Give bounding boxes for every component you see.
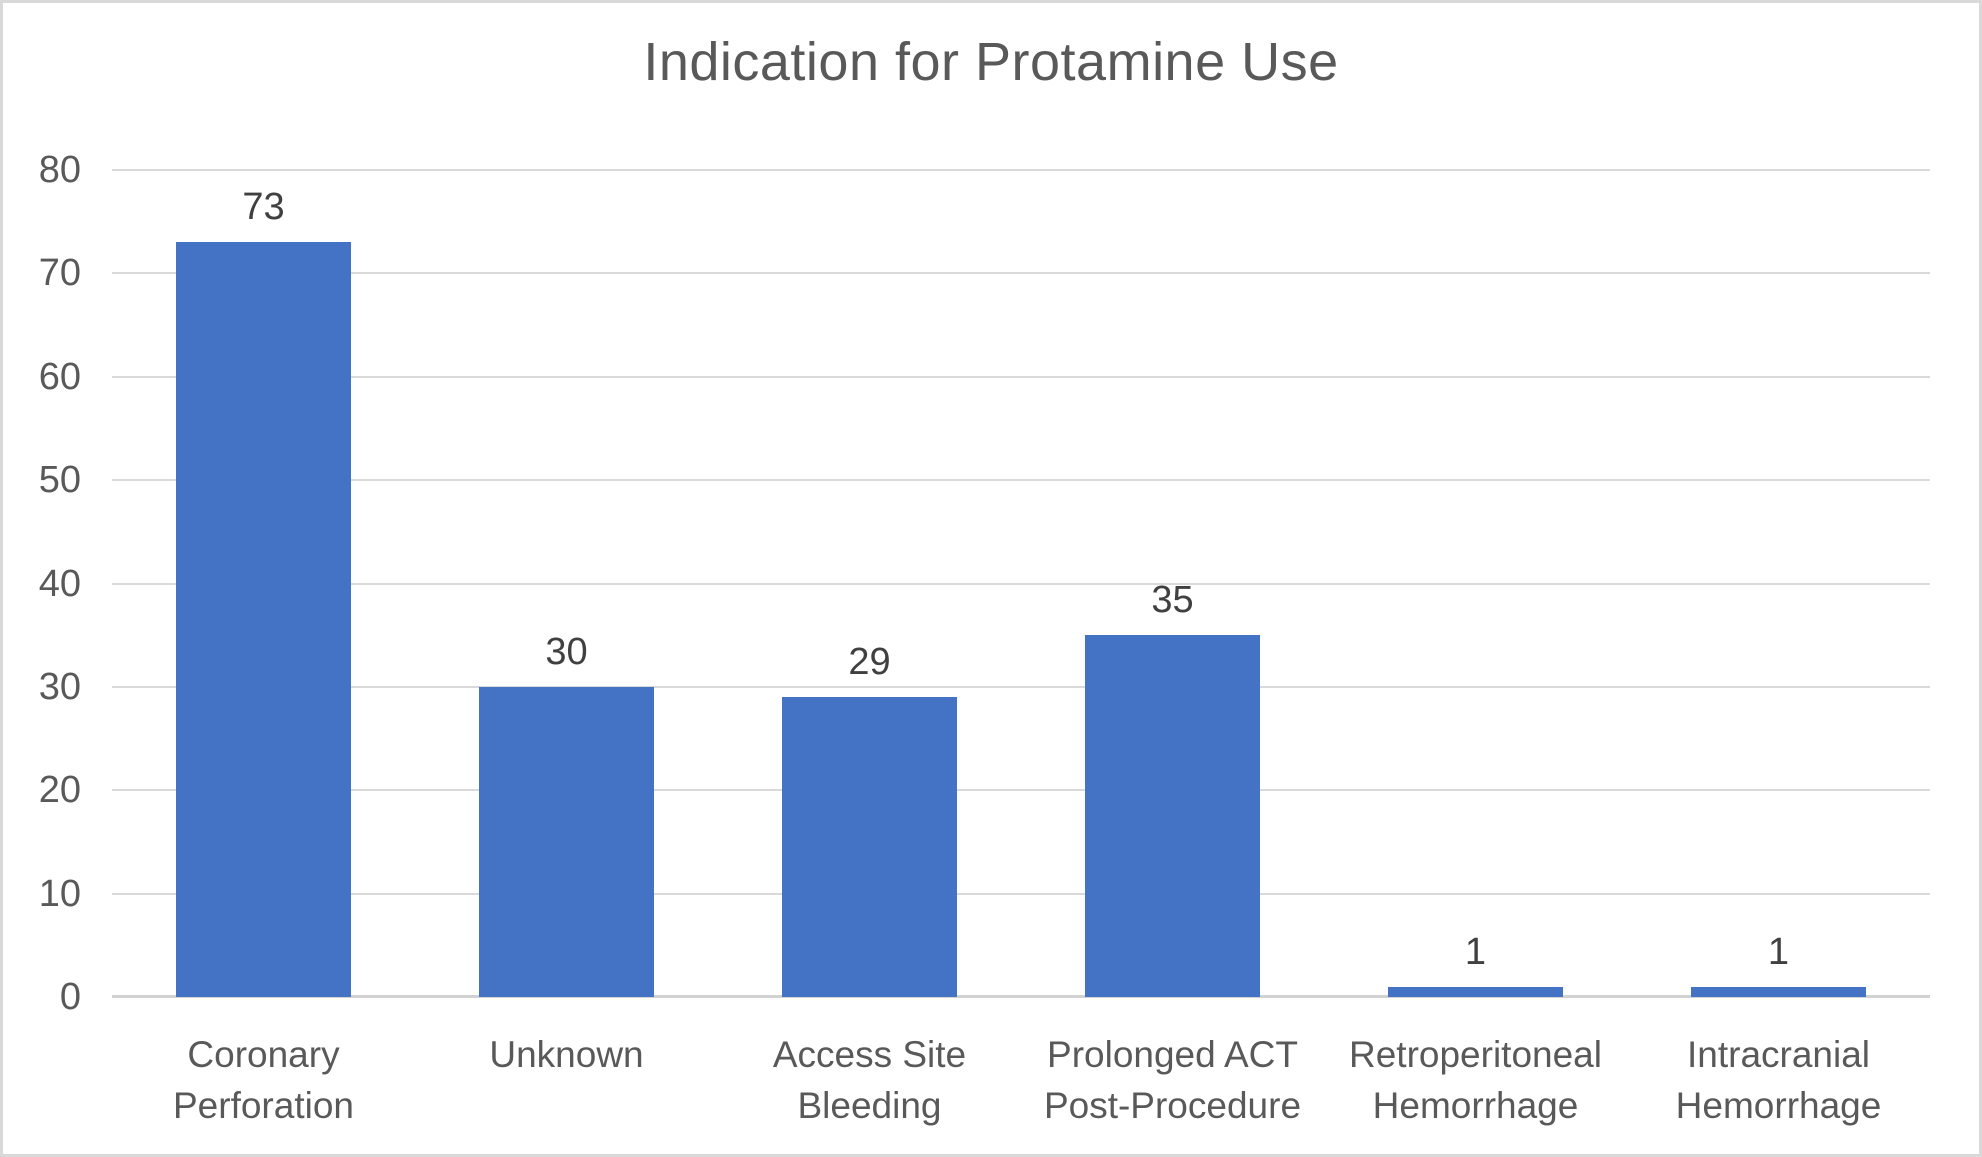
gridline-50 [112, 479, 1930, 482]
x-axis: Coronary Perforation Unknown Access Site Ble… [112, 997, 1930, 1154]
bar [1084, 635, 1261, 997]
category-label: Access Site Bleeding [718, 1029, 1021, 1154]
category-label: Prolonged ACT Post-Procedure [1021, 1029, 1324, 1154]
bar [781, 697, 958, 997]
y-tick-label-0: 0 [59, 976, 81, 1018]
gridline-10 [112, 892, 1930, 895]
gridline-60 [112, 375, 1930, 378]
bar [175, 242, 352, 997]
bar [1690, 986, 1867, 997]
y-axis: 0 10 20 30 40 50 60 70 80 [3, 151, 95, 1016]
category-label-line: Access Site [772, 1034, 967, 1075]
category-label-line: Post-Procedure [1043, 1085, 1302, 1127]
bar-slot: 35 [1021, 170, 1324, 997]
category-label-line: Hemorrhage [1372, 1085, 1579, 1127]
bar-data-label: 30 [545, 630, 588, 673]
bar-slot: 30 [415, 170, 718, 997]
y-tick-label-50: 50 [38, 459, 81, 502]
bar-series: 73 30 29 35 1 1 [112, 170, 1930, 997]
category-label-line: Intracranial [1686, 1034, 1871, 1075]
category-label-line: Bleeding [797, 1085, 942, 1127]
chart-title: Indication for Protamine Use [643, 32, 1339, 92]
y-tick-label-60: 60 [38, 355, 81, 398]
bar-slot: 73 [112, 170, 415, 997]
bar-slot: 1 [1627, 170, 1930, 997]
bar-slot: 1 [1324, 170, 1627, 997]
y-tick-label-80: 80 [38, 149, 81, 191]
category-label: Intracranial Hemorrhage [1627, 1029, 1930, 1154]
gridline-20 [112, 789, 1930, 792]
bar-data-label: 29 [848, 641, 891, 684]
y-tick-label-40: 40 [38, 562, 81, 605]
y-tick-label-20: 20 [38, 769, 81, 812]
bar [478, 686, 655, 997]
category-label: Unknown [415, 1029, 718, 1154]
gridline-30 [112, 685, 1930, 688]
category-label-line: Perforation [173, 1085, 354, 1127]
category-label-line: Hemorrhage [1675, 1085, 1882, 1127]
bar-data-label: 1 [1767, 930, 1790, 973]
category-label: Coronary Perforation [112, 1029, 415, 1154]
category-label-line: Retroperitoneal [1349, 1034, 1602, 1075]
bar-slot: 29 [718, 170, 1021, 997]
bar-data-label: 1 [1464, 930, 1487, 973]
plot-area: 73 30 29 35 1 1 [112, 169, 1930, 998]
gridline-40 [112, 582, 1930, 585]
y-tick-label-10: 10 [38, 872, 81, 915]
bar [1387, 986, 1564, 997]
category-label-line: Unknown [489, 1034, 644, 1075]
gridline-80 [112, 169, 1930, 171]
category-label-line: Coronary [187, 1034, 340, 1075]
bar-data-label: 73 [242, 186, 285, 229]
y-tick-label-70: 70 [38, 252, 81, 295]
x-axis-line [112, 995, 1930, 998]
category-label-line: Prolonged ACT [1047, 1034, 1298, 1075]
bar-data-label: 35 [1151, 579, 1194, 622]
y-tick-label-30: 30 [38, 665, 81, 708]
category-label: Retroperitoneal Hemorrhage [1324, 1029, 1627, 1154]
gridline-70 [112, 272, 1930, 275]
